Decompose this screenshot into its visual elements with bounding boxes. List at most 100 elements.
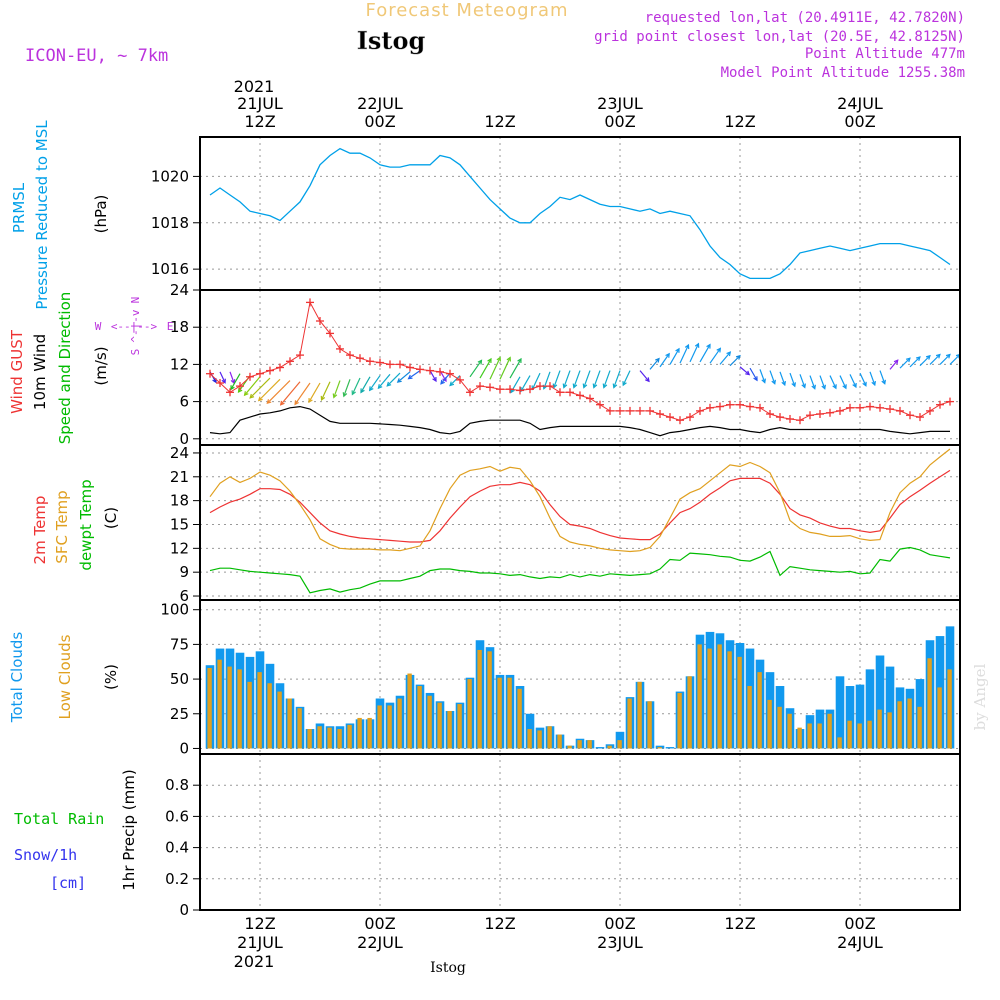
top-hour-label: 12Z — [484, 112, 515, 131]
low-cloud-bar — [387, 705, 392, 749]
wind-direction-arrow — [799, 374, 806, 389]
arrow-shaft — [949, 354, 961, 365]
wind-direction-arrow — [320, 381, 331, 402]
wind-gust-marker — [286, 357, 294, 366]
arrow-head — [360, 388, 365, 394]
arrow-shaft — [229, 371, 235, 384]
arrow-shaft — [739, 366, 750, 376]
arrow-head — [368, 386, 374, 392]
wind-gust-marker — [866, 402, 874, 411]
arrow-shaft — [429, 370, 437, 382]
arrow-shaft — [779, 371, 786, 386]
wind-gust-marker — [796, 416, 804, 425]
arrow-head — [781, 380, 786, 387]
arrow-head — [925, 354, 931, 360]
ytick-label: 24 — [170, 281, 189, 299]
arrow-shaft — [249, 377, 271, 399]
low-cloud-bar — [447, 710, 452, 749]
compass-vertical: ^-|-v — [129, 309, 142, 342]
wind-direction-arrow — [351, 377, 361, 396]
arrow-head — [266, 399, 272, 405]
ytick-label: 6 — [179, 587, 189, 605]
ytick-label: 0 — [179, 739, 189, 757]
wind-unit-label: (m/s) — [92, 346, 110, 385]
top-date-label: 22JUL — [357, 94, 403, 113]
low-cloud-bar — [257, 672, 262, 749]
dewpt-temp-line — [209, 546, 951, 594]
low-cloud-bar — [367, 717, 372, 749]
arrow-shaft — [369, 375, 381, 391]
low-cloud-bar — [547, 726, 552, 749]
top-hour-label: 00Z — [604, 112, 635, 131]
arrow-head — [477, 359, 483, 365]
arrow-head — [811, 384, 816, 390]
wind-gust-marker — [336, 344, 344, 353]
wind-direction-arrow — [839, 375, 847, 390]
wind-gust-marker — [326, 329, 334, 338]
top-date-label: 23JUL — [597, 94, 643, 113]
wind-gust-marker — [266, 366, 274, 375]
wind-gust-marker — [676, 416, 684, 425]
wind-gust-marker — [716, 402, 724, 411]
arrow-head — [351, 390, 356, 396]
wind-direction-arrow — [949, 353, 961, 365]
wind-gust-marker — [236, 382, 244, 391]
low-cloud-bar — [357, 717, 362, 749]
arrow-head — [249, 393, 255, 399]
wind-gust-marker — [876, 403, 884, 412]
compass-arrows: <--|--> — [111, 320, 158, 333]
low-cloud-bar — [377, 705, 382, 749]
arrow-head — [449, 381, 455, 387]
arrow-shaft — [520, 375, 531, 392]
wind-direction-arrow — [622, 370, 631, 387]
wind-gust-marker — [536, 382, 544, 391]
arrow-head — [694, 342, 700, 348]
wind-direction-arrow — [332, 380, 341, 399]
compass-rose: N S W E <--|--> ^-|-v — [95, 297, 174, 356]
ytick-label: 1018 — [151, 214, 189, 232]
low-cloud-bar — [737, 656, 742, 749]
arrow-shaft — [479, 358, 492, 379]
low-cloud-bar — [457, 704, 462, 749]
wind-gust-marker — [226, 388, 234, 397]
bottom-hour-label: 12Z — [724, 914, 755, 933]
arrow-shaft — [603, 370, 611, 388]
arrow-head — [332, 393, 338, 399]
wind-direction-arrow — [257, 378, 281, 402]
arrow-head — [706, 343, 711, 349]
wind-gust-marker — [256, 369, 264, 378]
arrow-shaft — [449, 375, 461, 386]
ytick-label: 12 — [170, 355, 189, 373]
wind-direction-arrow — [769, 370, 776, 385]
arrow-shaft — [509, 358, 522, 379]
wind-gust-marker — [406, 363, 414, 372]
total-cloud-bar — [835, 676, 845, 749]
arrow-shaft — [769, 370, 776, 384]
wind-direction-arrow — [360, 376, 371, 394]
arrow-shaft — [343, 379, 351, 397]
wind-gust-marker — [556, 388, 564, 397]
low-cloud-bar — [907, 698, 912, 749]
low-cloud-bar — [717, 644, 722, 749]
ytick-label: 0.4 — [165, 839, 189, 857]
arrow-head — [386, 381, 392, 387]
arrow-shaft — [849, 374, 857, 388]
arrow-shaft — [593, 370, 601, 388]
ytick-label: 12 — [170, 539, 189, 557]
low-cloud-bar — [797, 727, 802, 749]
arrow-shaft — [333, 380, 341, 398]
pressure-unit-label: (hPa) — [92, 195, 110, 234]
arrow-shaft — [909, 356, 921, 368]
arrow-head — [862, 381, 867, 387]
arrow-head — [407, 374, 413, 380]
arrow-shaft — [859, 372, 867, 387]
wind-gust-marker — [856, 403, 864, 412]
arrow-head — [745, 370, 751, 376]
total-cloud-bar — [885, 666, 895, 749]
arrow-head — [915, 356, 921, 361]
location-title: Istog — [357, 26, 426, 55]
ytick-label: 6 — [179, 393, 189, 411]
arrow-head — [572, 383, 578, 389]
wind-gust-marker — [416, 365, 424, 374]
